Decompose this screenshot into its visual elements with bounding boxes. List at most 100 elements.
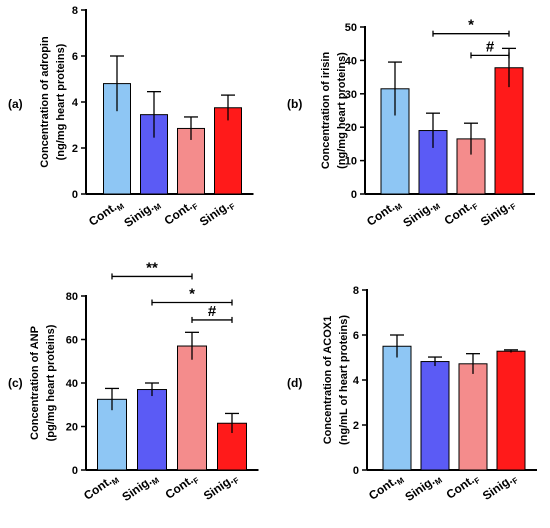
y-tick-label: 4 <box>353 375 360 387</box>
x-tick-label-base: Cont. <box>366 474 399 503</box>
x-tick-label-base: Cont. <box>364 200 397 229</box>
x-tick-label-subscript: F <box>192 476 201 486</box>
x-tick-label: Cont.F <box>444 470 482 504</box>
bar <box>496 350 526 471</box>
x-tick-label-subscript: F <box>232 476 241 486</box>
y-axis-label: Concentration of ANP <box>29 326 41 440</box>
x-tick-label-subscript: M <box>115 202 126 213</box>
panel-letter: (c) <box>8 376 23 390</box>
bar <box>177 345 207 471</box>
significance-label: * <box>189 286 195 303</box>
x-tick-label-subscript: F <box>228 202 237 212</box>
y-tick-label: 50 <box>345 22 357 34</box>
x-tick-label-subscript: F <box>511 476 520 486</box>
x-tick-label: Cont.F <box>163 470 201 504</box>
chart-panel: (b) Concentration of irisin (ng/mg heart p… <box>287 17 535 232</box>
y-tick-label: 0 <box>72 465 78 477</box>
x-tick-label: Cont.F <box>442 196 480 230</box>
x-tick-label: Cont.M <box>366 470 406 505</box>
x-tick-label-base: Sinig. <box>197 199 232 229</box>
y-axis-unit-label: (ng/mg heart proteins) <box>336 52 348 169</box>
panel-letter: (d) <box>287 376 302 390</box>
x-tick-label-subscript: M <box>110 476 121 487</box>
bar <box>214 107 242 195</box>
x-tick-label-subscript: M <box>431 202 442 213</box>
x-tick-label-subscript: M <box>393 202 404 213</box>
x-tick-label-subscript: M <box>152 202 163 213</box>
y-tick-label: 10 <box>345 156 357 168</box>
y-axis-unit-label: (ng/mg heart proteins) <box>55 43 67 160</box>
x-tick-label-subscript: M <box>150 476 161 487</box>
x-tick-label: Sinig.F <box>478 196 518 231</box>
x-tick-label: Sinig.M <box>402 470 444 506</box>
significance-label: # <box>486 38 495 55</box>
x-tick-label-base: Cont. <box>442 199 475 228</box>
x-tick-label-base: Cont. <box>81 474 114 503</box>
y-tick-label: 6 <box>72 51 78 63</box>
panel-letter: (a) <box>8 97 23 111</box>
significance-label: ** <box>146 259 158 276</box>
x-tick-label-base: Sinig. <box>201 473 236 503</box>
x-tick-label: Sinig.F <box>201 470 241 505</box>
y-tick-label: 80 <box>66 291 78 303</box>
y-tick-label: 4 <box>72 97 79 109</box>
y-axis-label: Concentration of irisin <box>320 52 332 170</box>
y-tick-label: 0 <box>351 189 357 201</box>
significance-label: # <box>208 303 217 320</box>
chart-panel: (c) Concentration of ANP (pg/mg heart prot… <box>8 259 259 506</box>
x-tick-label-subscript: F <box>509 202 518 212</box>
y-tick-label: 60 <box>66 335 78 347</box>
x-tick-label-base: Cont. <box>162 199 195 228</box>
bar <box>458 363 488 471</box>
x-tick-label-subscript: M <box>433 476 444 487</box>
x-tick-label-base: Sinig. <box>480 473 515 503</box>
x-tick-label-base: Sinig. <box>121 200 156 230</box>
y-axis-unit-label: (ng/mL of heart proteins) <box>338 315 350 445</box>
y-tick-label: 8 <box>72 5 78 17</box>
y-tick-label: 40 <box>345 55 357 67</box>
x-tick-label-base: Sinig. <box>119 474 154 504</box>
significance-label: * <box>468 17 474 34</box>
y-axis-label: Concentration of ACOX1 <box>322 316 334 445</box>
x-tick-label: Sinig.M <box>400 196 442 232</box>
x-tick-label-subscript: F <box>471 202 480 212</box>
y-tick-label: 0 <box>353 465 359 477</box>
y-tick-label: 20 <box>345 122 357 134</box>
chart-panel: (d) Concentration of ACOX1 (ng/mL of heart… <box>287 285 537 506</box>
bar <box>97 398 127 471</box>
x-tick-label-subscript: M <box>395 476 406 487</box>
chart-panel: (a) Concentration of adropin (ng/mg heart … <box>8 5 254 232</box>
bar <box>137 389 167 471</box>
x-tick-label: Cont.M <box>81 470 121 505</box>
x-tick-label-base: Sinig. <box>478 199 513 229</box>
x-tick-label: Sinig.M <box>121 196 163 232</box>
x-tick-label-base: Sinig. <box>402 474 437 504</box>
x-tick-label-base: Sinig. <box>400 200 435 230</box>
bar <box>420 361 450 471</box>
x-tick-label: Sinig.F <box>197 196 237 231</box>
y-tick-label: 0 <box>72 189 78 201</box>
bar <box>380 88 410 195</box>
y-tick-label: 20 <box>66 422 78 434</box>
y-tick-label: 2 <box>72 143 78 155</box>
y-tick-label: 6 <box>353 330 359 342</box>
x-tick-label: Cont.M <box>364 196 404 231</box>
x-tick-label-subscript: F <box>191 202 200 212</box>
x-tick-label-subscript: F <box>473 476 482 486</box>
x-tick-label: Cont.F <box>162 196 200 230</box>
x-tick-label-base: Cont. <box>163 473 196 502</box>
x-tick-label: Cont.M <box>86 196 126 231</box>
x-tick-label-base: Cont. <box>444 473 477 502</box>
y-axis-unit-label: (pg/mg heart proteins) <box>45 324 57 441</box>
y-tick-label: 40 <box>66 378 78 390</box>
bar <box>494 67 524 195</box>
y-tick-label: 30 <box>345 89 357 101</box>
y-tick-label: 8 <box>353 285 359 297</box>
y-tick-label: 2 <box>353 420 359 432</box>
y-axis-label: Concentration of adropin <box>39 36 51 168</box>
x-tick-label: Sinig.M <box>119 470 161 506</box>
x-tick-label-base: Cont. <box>86 200 119 229</box>
bar <box>382 345 412 471</box>
